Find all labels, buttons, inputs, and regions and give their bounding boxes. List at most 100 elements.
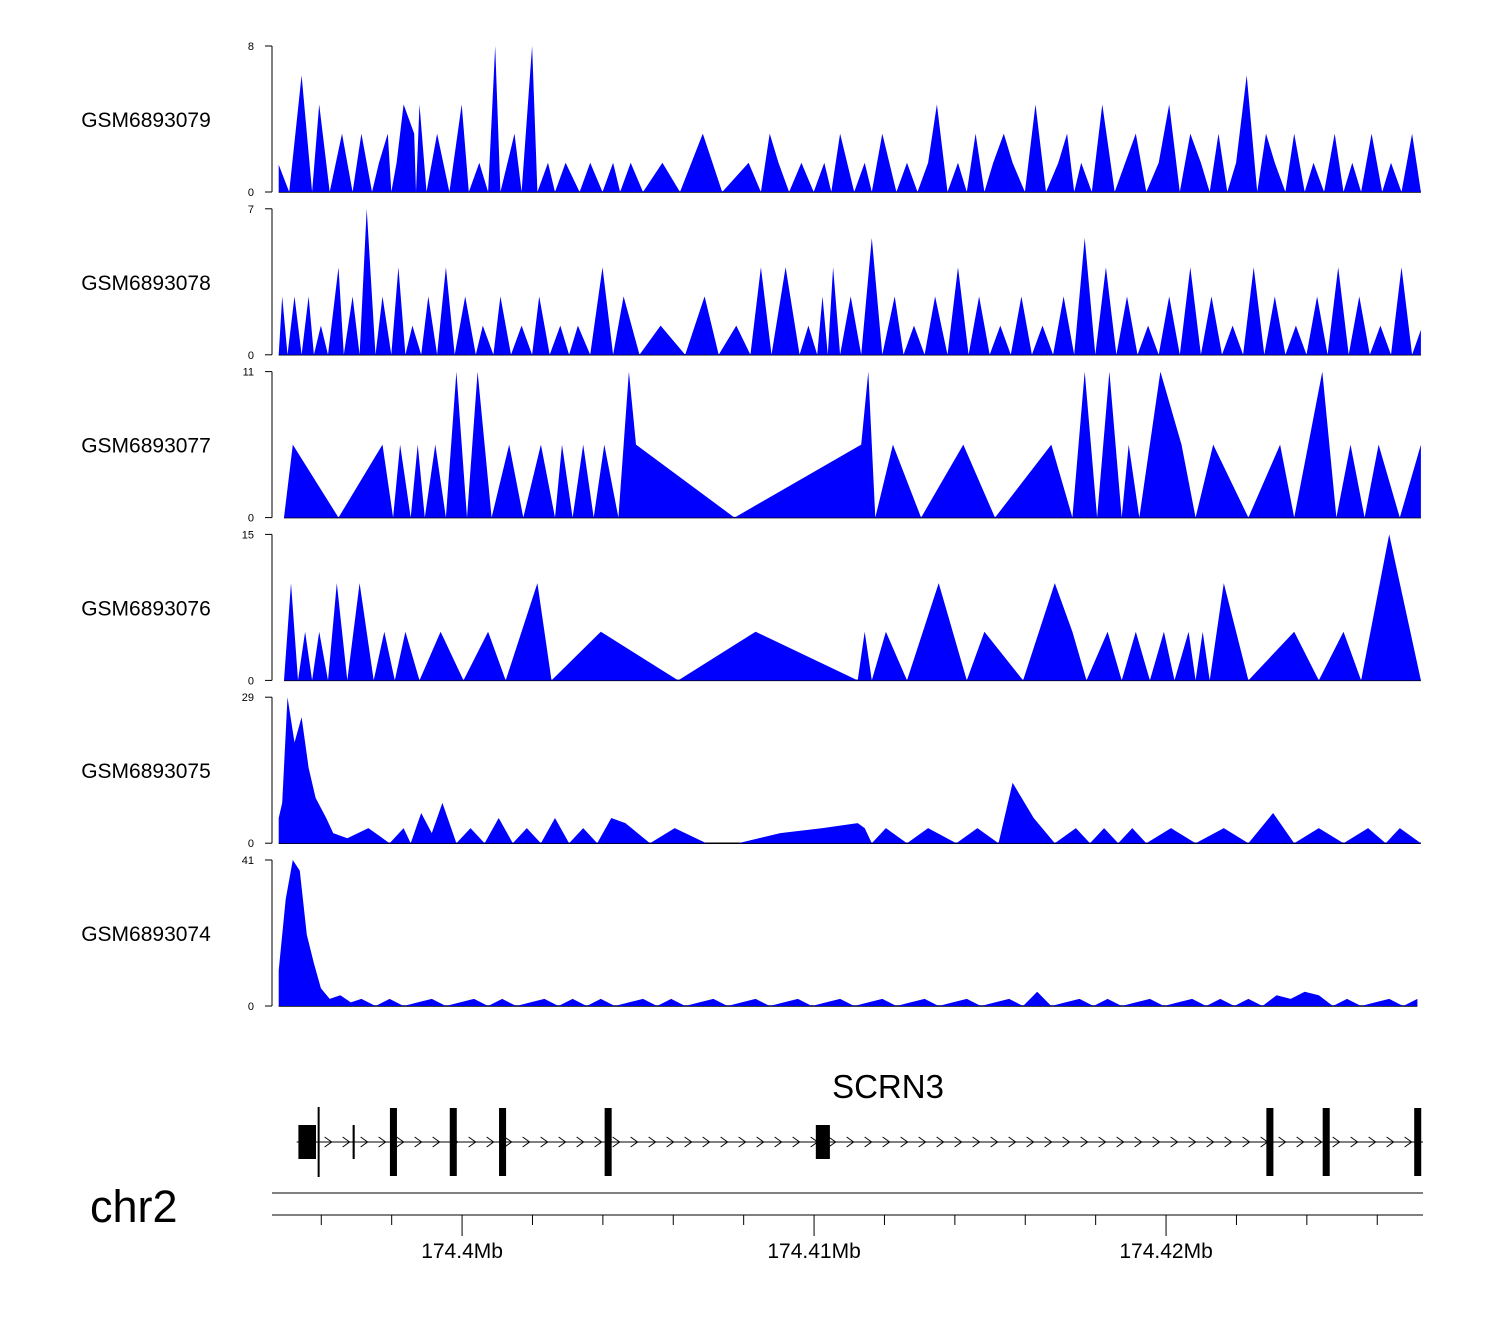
track-name: GSM6893074 [81,923,211,946]
chromosome-label: chr2 [90,1181,178,1232]
exon-8 [1322,1108,1330,1176]
y-max-label: 29 [242,692,254,704]
strand-arrow [1296,1136,1305,1148]
strand-arrow [918,1136,927,1148]
y-max-label: 11 [243,367,254,379]
strand-arrow [684,1136,693,1148]
strand-arrow [864,1136,873,1148]
strand-arrow [1242,1136,1251,1148]
exon-5 [604,1108,612,1176]
track-name: GSM6893075 [81,760,211,783]
strand-arrow [666,1136,675,1148]
strand-arrow [1080,1136,1089,1148]
gene-label: SCRN3 [832,1068,944,1105]
strand-arrow [1350,1136,1359,1148]
y-max-label: 7 [248,204,254,216]
strand-arrow [594,1136,603,1148]
y-min-label: 0 [248,513,254,525]
strand-arrow [468,1136,477,1148]
x-tick-label: 174.4Mb [421,1240,503,1263]
track-name: GSM6893076 [81,597,211,620]
track-5: GSM6893074 41 0 [81,855,1418,1013]
coverage-area [278,860,1418,1006]
coverage-area [278,208,1421,355]
exon-6 [815,1125,830,1159]
y-min-label: 0 [248,187,254,199]
strand-arrow [792,1136,801,1148]
strand-arrow [648,1136,657,1148]
exon-4 [499,1108,507,1176]
strand-arrow [1368,1136,1377,1148]
strand-arrow [558,1136,567,1148]
strand-arrow [846,1136,855,1148]
strand-arrow [1026,1136,1035,1148]
strand-arrow [954,1136,963,1148]
exon-7 [1266,1108,1274,1176]
strand-arrow [378,1136,387,1148]
strand-arrow [342,1136,351,1148]
track-0: GSM6893079 8 0 [81,41,1421,199]
strand-arrow [1314,1136,1323,1148]
strand-arrow [1170,1136,1179,1148]
x-tick-label: 174.42Mb [1119,1240,1212,1263]
strand-arrow [738,1136,747,1148]
strand-arrow [1008,1136,1017,1148]
y-max-label: 41 [242,855,254,867]
exon-9 [1414,1108,1422,1176]
track-4: GSM6893075 29 0 [81,692,1421,850]
track-name: GSM6893079 [81,109,211,132]
strand-arrow [1278,1136,1287,1148]
strand-arrow [900,1136,909,1148]
strand-arrow [486,1136,495,1148]
exon-1 [352,1125,355,1159]
exon-3 [449,1108,457,1176]
strand-arrow [1152,1136,1161,1148]
strand-arrow [396,1136,405,1148]
y-min-label: 0 [248,1001,254,1013]
exon-2 [389,1108,397,1176]
strand-arrow [936,1136,945,1148]
strand-arrow [1206,1136,1215,1148]
coverage-area [278,697,1421,844]
strand-arrow [324,1136,333,1148]
strand-arrow [630,1136,639,1148]
strand-arrow [990,1136,999,1148]
strand-arrow [1188,1136,1197,1148]
strand-arrow [1134,1136,1143,1148]
genome-axis: chr2 174.4Mb 174.41Mb 174.42Mb [90,1181,1423,1263]
strand-arrow [882,1136,891,1148]
y-max-label: 15 [242,529,254,541]
strand-arrow [1062,1136,1071,1148]
strand-arrow [432,1136,441,1148]
strand-arrow [702,1136,711,1148]
strand-arrow [522,1136,531,1148]
strand-arrow [504,1136,513,1148]
track-3: GSM6893076 15 0 [81,529,1421,687]
strand-arrow [576,1136,585,1148]
strand-arrow [972,1136,981,1148]
strand-arrow [1404,1136,1413,1148]
strand-arrow [774,1136,783,1148]
track-1: GSM6893078 7 0 [81,204,1421,362]
strand-arrow [1332,1136,1341,1148]
gene-track: SCRN3 [296,1068,1423,1177]
coverage-area [278,46,1421,192]
strand-arrow [720,1136,729,1148]
strand-arrow [756,1136,765,1148]
coverage-area [284,534,1421,681]
y-min-label: 0 [248,838,254,850]
strand-arrow [828,1136,837,1148]
x-tick-label: 174.41Mb [767,1240,860,1263]
exon-0 [298,1125,316,1159]
coverage-area [284,371,1421,518]
track-2: GSM6893077 11 0 [81,367,1421,525]
strand-arrow [1386,1136,1395,1148]
tracks-layer: GSM689307980GSM689307870GSM6893077110GSM… [81,41,1421,1013]
y-min-label: 0 [248,675,254,687]
strand-arrow [1224,1136,1233,1148]
y-min-label: 0 [248,350,254,362]
strand-arrow [1044,1136,1053,1148]
strand-arrow [612,1136,621,1148]
track-name: GSM6893077 [81,435,211,458]
